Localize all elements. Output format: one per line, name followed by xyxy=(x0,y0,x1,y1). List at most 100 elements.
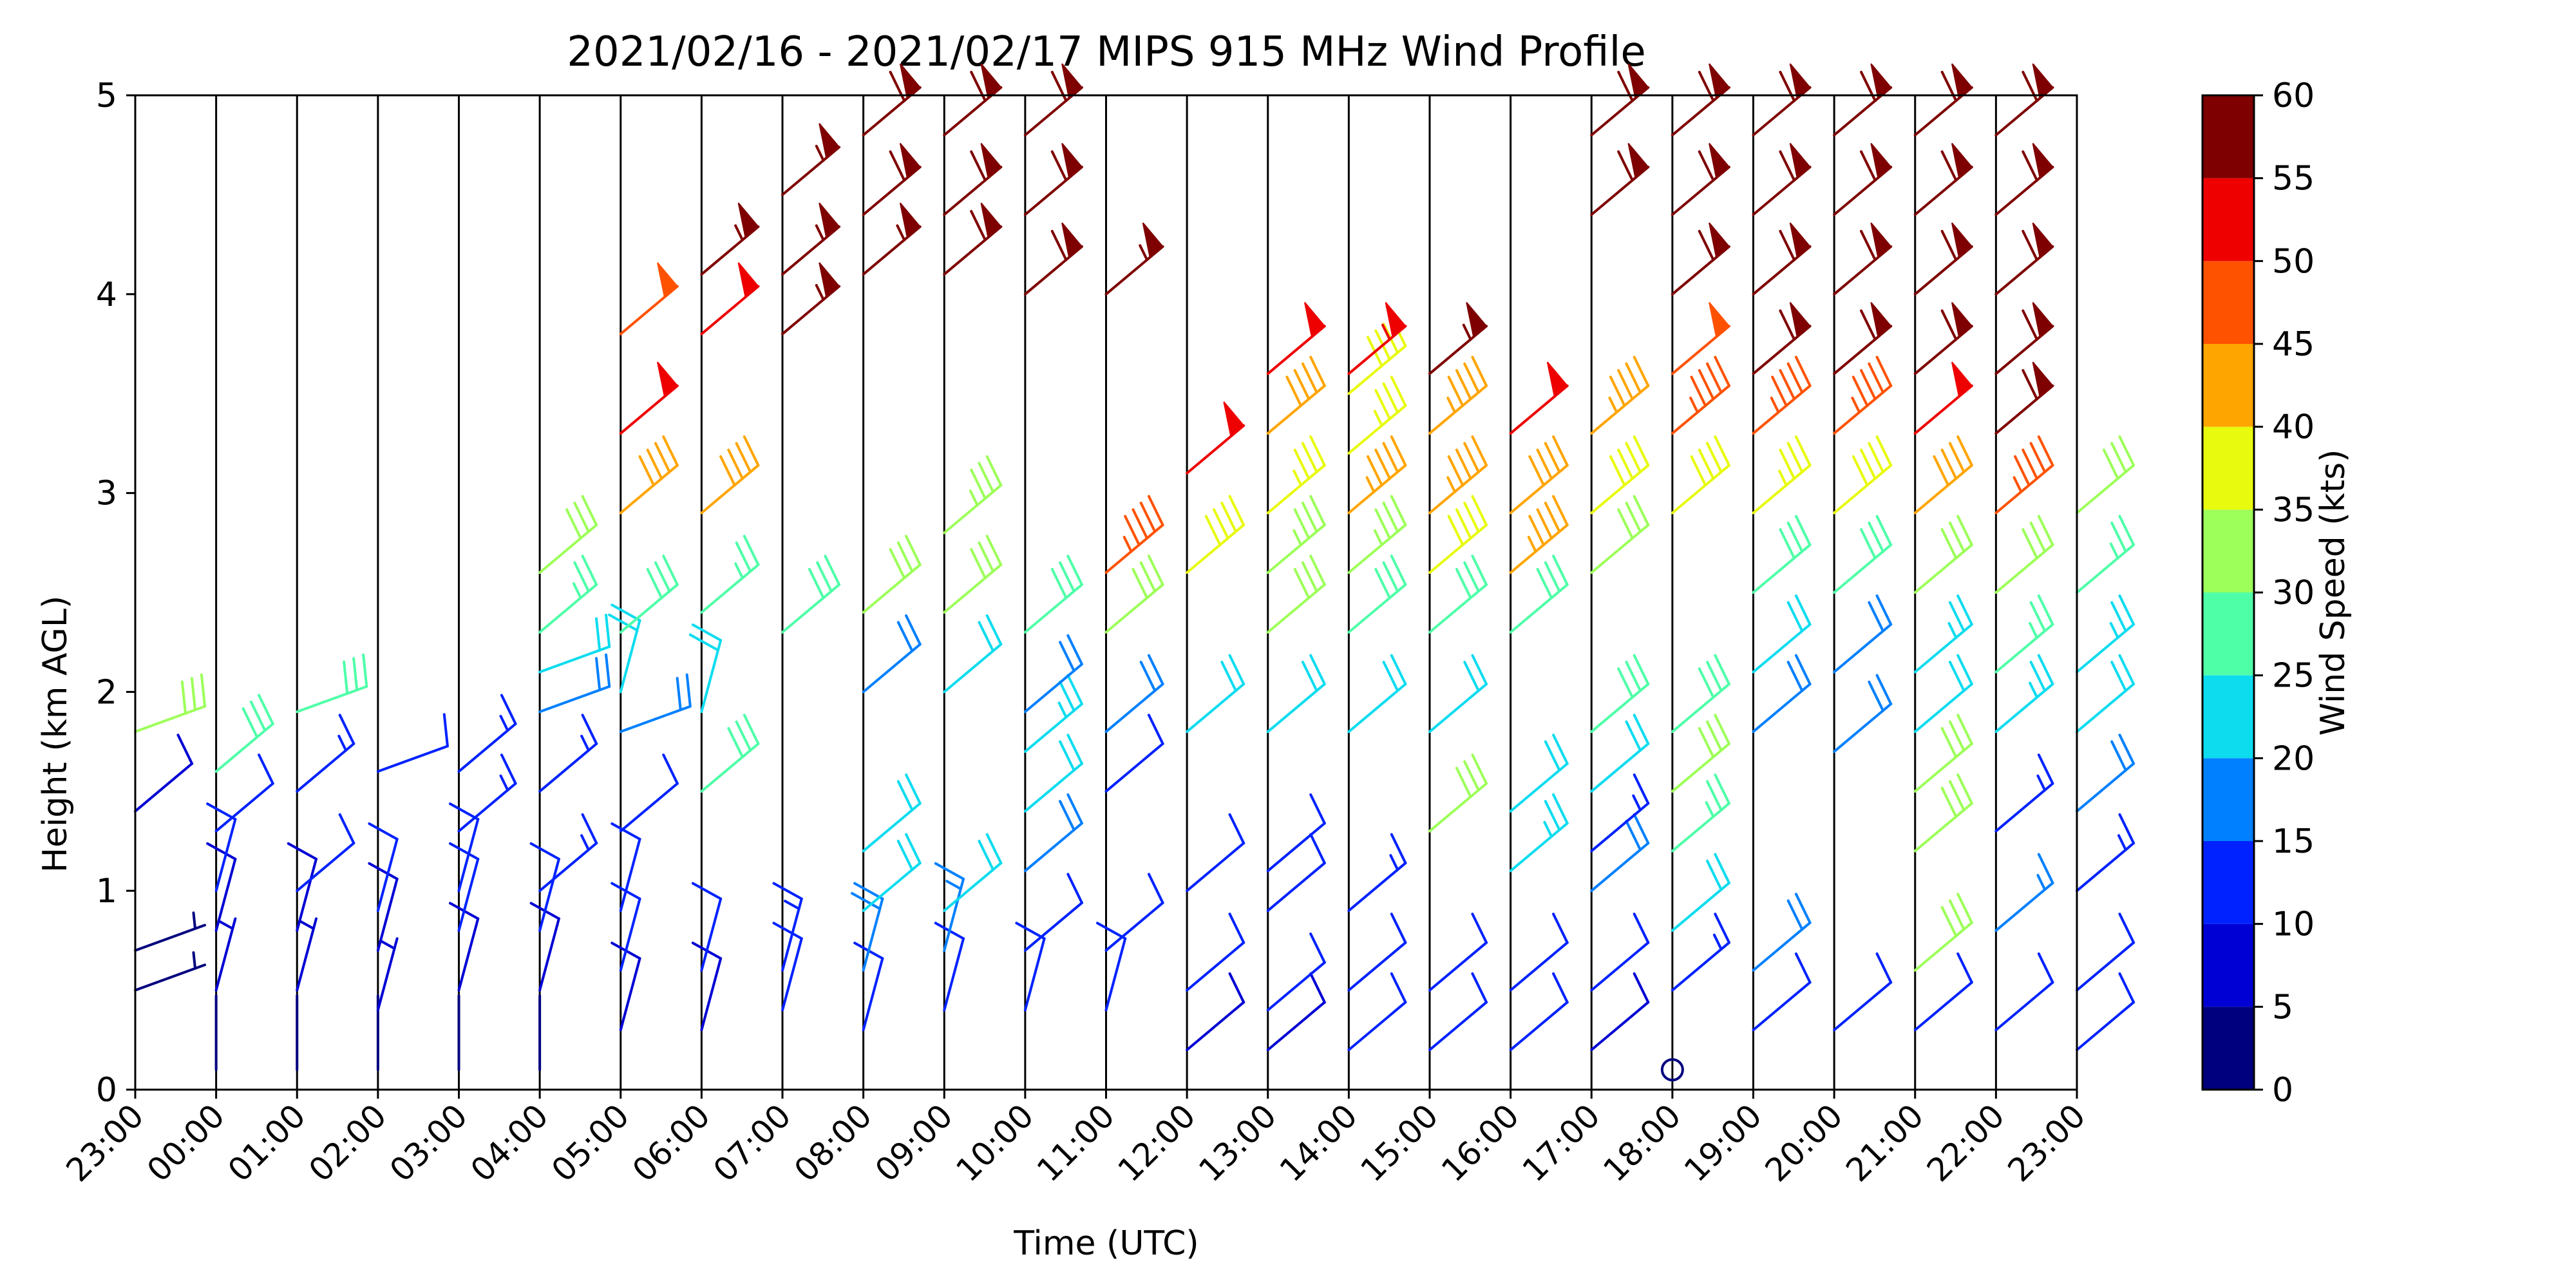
barb-feather xyxy=(1706,442,1723,473)
barb-shaft xyxy=(862,957,884,1032)
barb-shaft xyxy=(1671,742,1730,793)
barb-feather xyxy=(1309,833,1326,865)
barb-feather xyxy=(1132,508,1149,540)
barb-shaft xyxy=(1104,683,1164,734)
barb-feather xyxy=(1860,229,1877,261)
barb-shaft xyxy=(1266,683,1326,734)
barb-shaft xyxy=(700,563,760,614)
barb-feather xyxy=(896,621,914,652)
barb-shaft xyxy=(214,857,237,932)
barb-feather xyxy=(1544,800,1561,831)
barb-feather xyxy=(1956,654,1973,686)
barb-feather xyxy=(1390,833,1407,865)
barb-pennant xyxy=(1546,361,1569,398)
barb-feather xyxy=(1633,813,1650,845)
barb-shaft xyxy=(538,685,611,714)
barb-shaft xyxy=(1428,1001,1488,1052)
barb-feather xyxy=(743,435,760,467)
barb-shaft xyxy=(376,937,399,1012)
barb-feather xyxy=(1940,448,1958,480)
barb-feather xyxy=(1786,601,1804,632)
barb-feather xyxy=(2022,448,2038,480)
barb-feather xyxy=(646,448,663,480)
barb-half-feather xyxy=(815,283,825,301)
barb-feather xyxy=(1714,654,1730,686)
barb-feather xyxy=(1706,362,1723,394)
barb-feather xyxy=(743,714,760,745)
barb-feather xyxy=(1786,899,1804,931)
barb-shaft xyxy=(134,705,207,734)
barb-feather xyxy=(1066,674,1083,706)
barb-feather xyxy=(1690,375,1707,407)
barb-shaft xyxy=(2076,842,2136,893)
x-axis-label: Time (UTC) xyxy=(1013,1224,1198,1263)
barb-shaft xyxy=(1994,782,2054,833)
barb-shaft xyxy=(1509,1001,1569,1052)
barb-pennant xyxy=(1789,142,1812,179)
barb-shaft xyxy=(1023,762,1083,813)
barb-feather xyxy=(1374,389,1391,421)
barb-feather xyxy=(1066,634,1083,666)
barb-shaft xyxy=(1509,822,1569,873)
barb-feather xyxy=(581,714,598,745)
barb-feather xyxy=(1779,448,1796,480)
barb-feather xyxy=(1698,726,1715,759)
barb-feather xyxy=(1948,780,1965,811)
barb-feather xyxy=(1147,554,1164,586)
barb-feather xyxy=(1124,515,1141,547)
barb-feather xyxy=(1050,567,1068,600)
barb-feather xyxy=(1390,375,1407,407)
barb-half-feather xyxy=(379,939,396,950)
barb-feather xyxy=(1139,502,1157,533)
barb-shaft xyxy=(700,639,723,714)
barb-shaft xyxy=(619,619,641,694)
barb-feather xyxy=(896,780,914,811)
barb-shaft xyxy=(1347,583,1407,634)
barb-shaft xyxy=(296,742,355,793)
barb-shaft xyxy=(943,563,1003,614)
barb-feather xyxy=(1059,561,1075,593)
barb-feather xyxy=(2014,455,2031,487)
barb-feather xyxy=(2022,369,2038,401)
barb-half-feather xyxy=(2036,774,2047,791)
barb-feather xyxy=(2029,661,2047,692)
barb-pennant xyxy=(899,63,922,100)
barb-feather xyxy=(1794,355,1812,388)
barb-shaft xyxy=(1752,544,1812,594)
barb-shaft xyxy=(376,837,399,913)
barb-half-feather xyxy=(1381,323,1391,341)
barb-feather xyxy=(1956,435,1973,467)
barb-shaft xyxy=(1023,583,1083,634)
barb-feather xyxy=(743,535,760,566)
barb-shaft xyxy=(1671,802,1730,853)
barb-feather xyxy=(2022,150,2038,182)
barb-feather xyxy=(1471,495,1488,527)
barb-feather xyxy=(449,802,480,821)
barb-feather xyxy=(2118,594,2136,626)
barb-feather xyxy=(1059,800,1075,831)
barb-shaft xyxy=(1590,683,1650,734)
barb-feather xyxy=(1301,561,1318,593)
barb-feather xyxy=(905,535,922,566)
barb-half-feather xyxy=(572,582,582,600)
barb-feather xyxy=(1096,922,1127,940)
barb-shaft xyxy=(1023,937,1046,1012)
barb-feather xyxy=(1463,760,1480,791)
y-axis: 0 1 2 3 4 5 xyxy=(96,77,135,1110)
barb-feather xyxy=(1617,667,1634,699)
barb-shaft xyxy=(457,917,480,992)
barb-half-feather xyxy=(1446,476,1457,493)
barb-feather xyxy=(1698,229,1715,261)
barb-feather xyxy=(1794,515,1812,547)
barb-shaft xyxy=(2076,464,2136,515)
colorbar-segment xyxy=(2202,675,2254,759)
barb-feather xyxy=(850,892,882,911)
barb-feather xyxy=(2118,813,2136,845)
barb-feather xyxy=(1933,455,1950,487)
barb-shaft xyxy=(862,862,922,913)
barb-pennant xyxy=(737,202,759,239)
barb-shaft xyxy=(1428,782,1488,833)
barb-pennant xyxy=(1951,222,1973,259)
barb-feather xyxy=(1147,714,1164,745)
barb-pennant xyxy=(1627,142,1649,179)
